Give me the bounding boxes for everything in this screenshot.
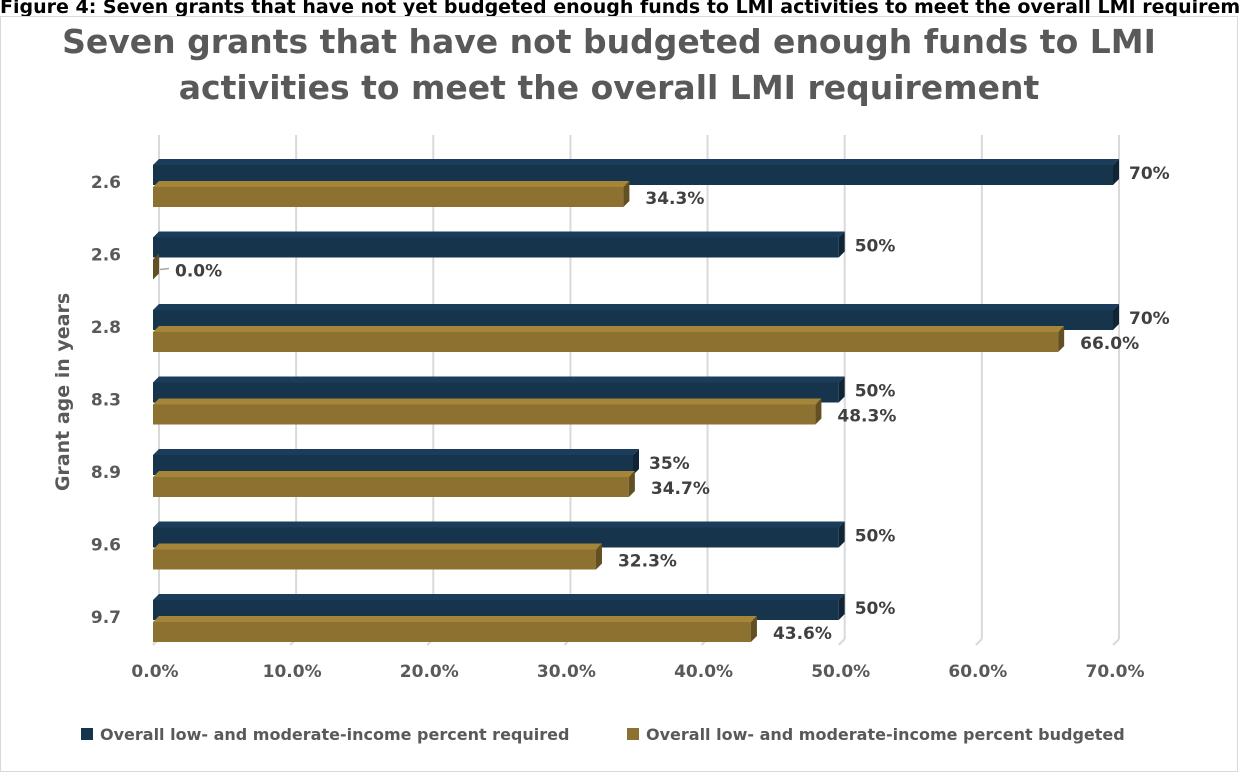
- bar-required: [153, 376, 845, 403]
- x-tick-label: 70.0%: [1086, 662, 1145, 682]
- data-label-budgeted: 66.0%: [1080, 334, 1139, 354]
- x-tick-label: 60.0%: [948, 662, 1007, 682]
- chart-title-line-1: Seven grants that have not budgeted enou…: [62, 22, 1156, 61]
- x-tick-label: 10.0%: [263, 662, 322, 682]
- bar-budgeted: [153, 471, 635, 497]
- legend-swatch: [81, 728, 93, 740]
- chart-title-line-2: activities to meet the overall LMI requi…: [179, 68, 1040, 107]
- data-label-required: 70%: [1129, 164, 1170, 184]
- data-label-budgeted: 34.3%: [645, 189, 704, 209]
- category-label: 9.7: [91, 608, 121, 628]
- figure-caption: Figure 4: Seven grants that have not yet…: [0, 0, 1240, 18]
- category-label: 9.6: [91, 536, 121, 556]
- x-tick-label: 20.0%: [400, 662, 459, 682]
- data-label-required: 70%: [1129, 309, 1170, 329]
- data-label-required: 50%: [855, 527, 896, 547]
- legend-label: Overall low- and moderate-income percent…: [100, 725, 569, 744]
- bar-budgeted: [153, 543, 602, 570]
- legend-label: Overall low- and moderate-income percent…: [646, 725, 1125, 744]
- x-tick-label: 40.0%: [674, 662, 733, 682]
- bar-required: [153, 594, 845, 620]
- x-tick-label: 50.0%: [811, 662, 870, 682]
- category-label: 8.3: [91, 391, 121, 411]
- x-tick-labels: 0.0% 10.0% 20.0% 30.0% 40.0% 50.0% 60.0% 70.0%: [131, 662, 1144, 682]
- bar-budgeted: [153, 398, 822, 425]
- bar-budgeted: [153, 326, 1065, 352]
- category-labels: 2.6 2.6 2.8 8.3 8.9 9.6 9.7: [91, 173, 121, 628]
- category-label: 8.9: [91, 463, 121, 483]
- category-label: 2.6: [91, 173, 121, 193]
- x-tick-label: 30.0%: [537, 662, 596, 682]
- legend: Overall low- and moderate-income percent…: [81, 725, 1125, 744]
- data-label-budgeted: 34.7%: [651, 479, 710, 499]
- data-label-required: 50%: [855, 382, 896, 402]
- bar-chart: Seven grants that have not budgeted enou…: [52, 22, 1170, 744]
- bar-required: [153, 159, 1119, 185]
- legend-item-required: Overall low- and moderate-income percent…: [81, 725, 569, 744]
- bar-required: [153, 521, 845, 548]
- x-tick-label: 0.0%: [131, 662, 178, 682]
- data-labels: 70% 34.3% 50% 0.0% 70% 66.0% 50% 48.3% 35% 34.7% 5…: [159, 164, 1170, 644]
- bar-budgeted: [153, 181, 630, 207]
- legend-swatch: [627, 728, 639, 740]
- leader-line: [159, 267, 170, 271]
- category-label: 2.8: [91, 318, 121, 338]
- data-label-budgeted: 32.3%: [618, 552, 677, 572]
- data-label-budgeted: 0.0%: [175, 262, 222, 282]
- data-label-budgeted: 43.6%: [773, 624, 832, 644]
- gridline-foot: [1112, 638, 1120, 646]
- bar-required: [153, 231, 845, 258]
- category-label: 2.6: [91, 246, 121, 266]
- bars: [153, 159, 1119, 642]
- data-label-required: 50%: [855, 237, 896, 257]
- gridline-foot: [838, 638, 846, 646]
- legend-item-budgeted: Overall low- and moderate-income percent…: [627, 725, 1125, 744]
- data-label-required: 35%: [649, 454, 690, 474]
- data-label-required: 50%: [855, 599, 896, 619]
- bar-budgeted: [153, 253, 159, 280]
- chart-frame: Seven grants that have not budgeted enou…: [0, 16, 1238, 772]
- gridline-foot: [975, 638, 983, 646]
- bar-required: [153, 449, 639, 475]
- bar-required: [153, 304, 1119, 330]
- data-label-budgeted: 48.3%: [837, 407, 896, 427]
- bar-budgeted: [153, 616, 757, 642]
- y-axis-label: Grant age in years: [52, 293, 74, 491]
